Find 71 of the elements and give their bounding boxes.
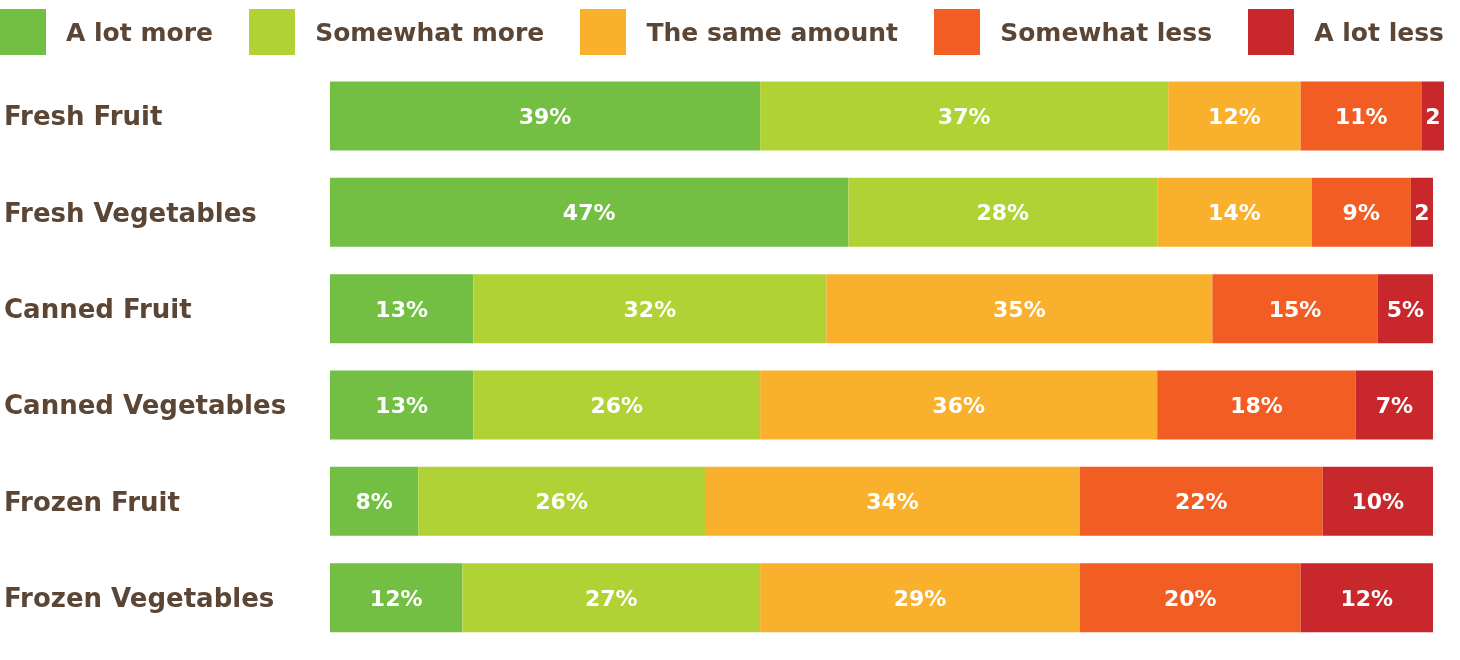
- data-label: 39%: [518, 103, 572, 129]
- bar: [760, 370, 1158, 440]
- bar: [1080, 563, 1301, 633]
- data-label: 36%: [932, 392, 986, 418]
- data-label: 2: [1425, 103, 1441, 129]
- bar: [330, 274, 474, 344]
- data-label: 26%: [590, 392, 644, 418]
- data-label: 12%: [1208, 103, 1261, 129]
- y-tick-label: Fresh Vegetables: [4, 197, 257, 228]
- bar: [418, 466, 706, 536]
- bar: [1080, 466, 1323, 536]
- bar: [760, 81, 1169, 151]
- bar: [1300, 81, 1422, 151]
- bar: [473, 370, 761, 440]
- y-tick-label: Fresh Fruit: [4, 101, 163, 132]
- data-label: 32%: [623, 296, 677, 322]
- bar: [330, 370, 474, 440]
- data-label: 35%: [993, 296, 1046, 322]
- data-label: 28%: [976, 200, 1030, 226]
- bar: [1355, 370, 1433, 440]
- data-label: 47%: [562, 200, 616, 226]
- data-label: 20%: [1163, 585, 1217, 611]
- bar: [1300, 563, 1433, 633]
- y-tick-label: Canned Fruit: [4, 293, 192, 324]
- bar: [760, 563, 1081, 633]
- data-label: 26%: [535, 489, 588, 515]
- data-label: 9%: [1342, 200, 1380, 226]
- data-label: 18%: [1230, 392, 1283, 418]
- legend-label: Somewhat more: [315, 17, 545, 47]
- data-label: 22%: [1175, 489, 1228, 515]
- bar: [826, 274, 1213, 344]
- legend-label: A lot more: [66, 17, 213, 47]
- data-label: 7%: [1375, 392, 1414, 418]
- data-label: 34%: [866, 489, 919, 515]
- bar: [473, 274, 827, 344]
- data-label: 12%: [1340, 585, 1394, 611]
- bar: [1322, 466, 1433, 536]
- data-label: 37%: [937, 103, 991, 129]
- bar: [330, 466, 419, 536]
- data-label: 12%: [369, 585, 423, 611]
- bar: [1410, 177, 1433, 247]
- bar: [330, 81, 761, 151]
- data-label: 10%: [1351, 489, 1405, 515]
- bar: [705, 466, 1081, 536]
- bar: [1157, 370, 1356, 440]
- data-label: 29%: [893, 585, 947, 611]
- legend-label: A lot less: [1314, 17, 1444, 47]
- bar: [330, 177, 849, 247]
- data-label: 14%: [1208, 200, 1261, 226]
- data-label: 2: [1414, 200, 1430, 226]
- legend-label: The same amount: [646, 17, 899, 47]
- data-label: 5%: [1386, 296, 1425, 322]
- legend-label: Somewhat less: [1000, 17, 1213, 47]
- bar: [1421, 81, 1444, 151]
- bar: [1157, 177, 1312, 247]
- y-tick-label: Frozen Vegetables: [4, 582, 275, 613]
- data-label: 13%: [375, 392, 429, 418]
- data-label: 13%: [375, 296, 429, 322]
- data-label: 27%: [584, 585, 638, 611]
- data-label: 11%: [1334, 103, 1388, 129]
- bar: [848, 177, 1158, 247]
- bar: [1311, 177, 1411, 247]
- bar: [1377, 274, 1433, 344]
- y-tick-label: Canned Vegetables: [4, 390, 287, 421]
- data-label: 8%: [355, 489, 393, 515]
- bar: [1168, 81, 1301, 151]
- bar: [1212, 274, 1378, 344]
- data-label: 15%: [1268, 296, 1322, 322]
- bar: [462, 563, 761, 633]
- bar: [330, 563, 463, 633]
- y-tick-label: Frozen Fruit: [4, 486, 180, 517]
